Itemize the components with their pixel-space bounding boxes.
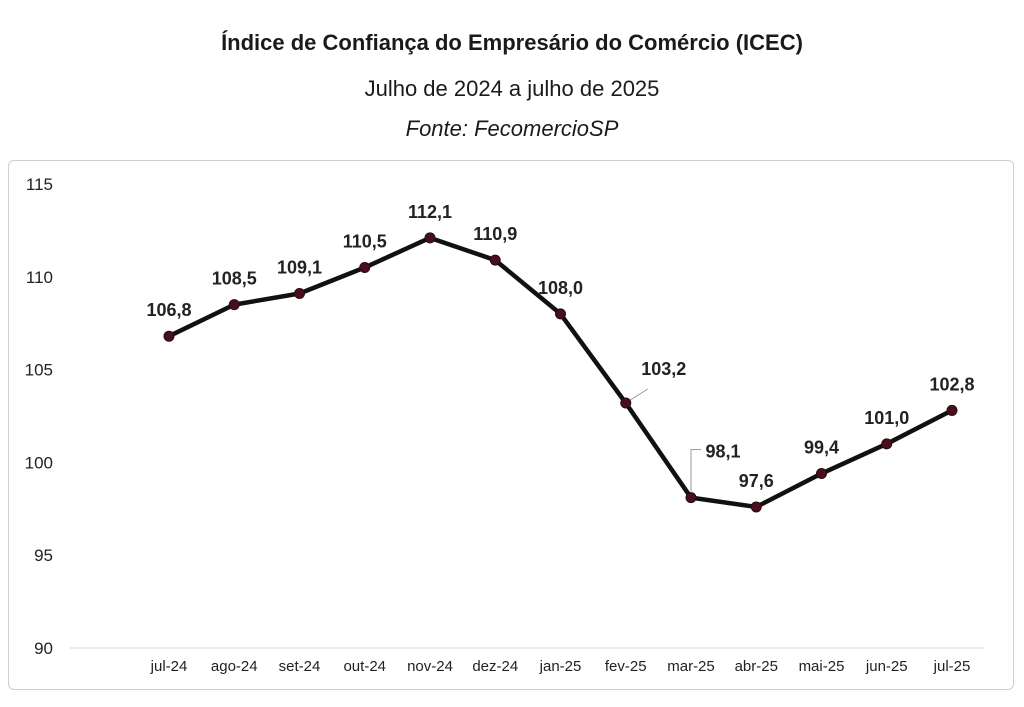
chart-source: Fonte: FecomercioSP bbox=[405, 116, 619, 141]
data-label: 109,1 bbox=[277, 258, 322, 278]
data-point bbox=[163, 330, 175, 342]
data-point bbox=[881, 438, 893, 450]
data-label: 103,2 bbox=[641, 359, 686, 379]
x-tick-label: abr-25 bbox=[735, 658, 778, 675]
data-label: 106,8 bbox=[146, 300, 191, 320]
data-label: 99,4 bbox=[804, 438, 839, 458]
data-point bbox=[359, 262, 371, 274]
data-label: 98,1 bbox=[705, 442, 740, 462]
data-point bbox=[294, 288, 305, 300]
x-tick-label: jul-24 bbox=[150, 658, 188, 675]
data-point bbox=[555, 308, 566, 320]
y-tick-label: 95 bbox=[34, 546, 53, 565]
y-tick-label: 100 bbox=[25, 453, 53, 472]
data-label: 110,9 bbox=[473, 224, 517, 244]
y-tick-label: 110 bbox=[26, 268, 53, 287]
x-tick-label: mai-25 bbox=[799, 658, 845, 675]
data-label: 97,6 bbox=[739, 471, 774, 491]
data-label: 110,5 bbox=[343, 232, 387, 252]
chart-title: Índice de Confiança do Empresário do Com… bbox=[221, 30, 803, 55]
data-label: 101,0 bbox=[864, 408, 909, 428]
x-tick-label: jun-25 bbox=[865, 658, 908, 675]
y-tick-label: 115 bbox=[26, 175, 53, 194]
x-tick-label: nov-24 bbox=[407, 658, 453, 675]
chart-frame bbox=[8, 160, 1014, 690]
x-tick-label: set-24 bbox=[279, 658, 321, 675]
x-tick-label: jan-25 bbox=[539, 658, 582, 675]
x-tick-label: dez-24 bbox=[472, 658, 518, 675]
data-point bbox=[489, 254, 501, 266]
x-tick-label: fev-25 bbox=[605, 658, 647, 675]
data-point bbox=[685, 492, 697, 504]
x-tick-label: mar-25 bbox=[667, 658, 715, 675]
data-label: 112,1 bbox=[408, 202, 452, 222]
data-point bbox=[228, 299, 240, 311]
x-tick-label: jul-25 bbox=[933, 658, 971, 675]
leader-line bbox=[628, 388, 649, 402]
data-label: 102,8 bbox=[929, 374, 974, 394]
data-label: 108,0 bbox=[538, 278, 583, 298]
leader-line bbox=[690, 449, 701, 492]
x-tick-label: ago-24 bbox=[211, 658, 258, 675]
data-point bbox=[816, 468, 827, 480]
y-tick-label: 90 bbox=[34, 639, 53, 658]
y-tick-label: 105 bbox=[25, 361, 53, 380]
data-label: 108,5 bbox=[212, 269, 257, 289]
data-point bbox=[424, 232, 436, 244]
data-point bbox=[750, 501, 762, 513]
data-point bbox=[946, 404, 958, 416]
chart-subtitle: Julho de 2024 a julho de 2025 bbox=[364, 76, 660, 101]
data-point bbox=[620, 397, 632, 409]
x-tick-label: out-24 bbox=[343, 658, 386, 675]
